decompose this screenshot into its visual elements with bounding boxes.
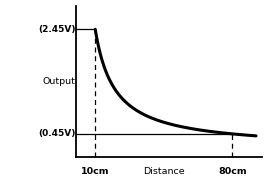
Text: 10cm: 10cm [81,167,109,176]
Text: (2.45V): (2.45V) [38,25,76,34]
Text: Output: Output [43,77,76,86]
Text: 80cm: 80cm [218,167,247,176]
Text: (0.45V): (0.45V) [38,129,76,138]
Text: Distance: Distance [143,167,185,176]
